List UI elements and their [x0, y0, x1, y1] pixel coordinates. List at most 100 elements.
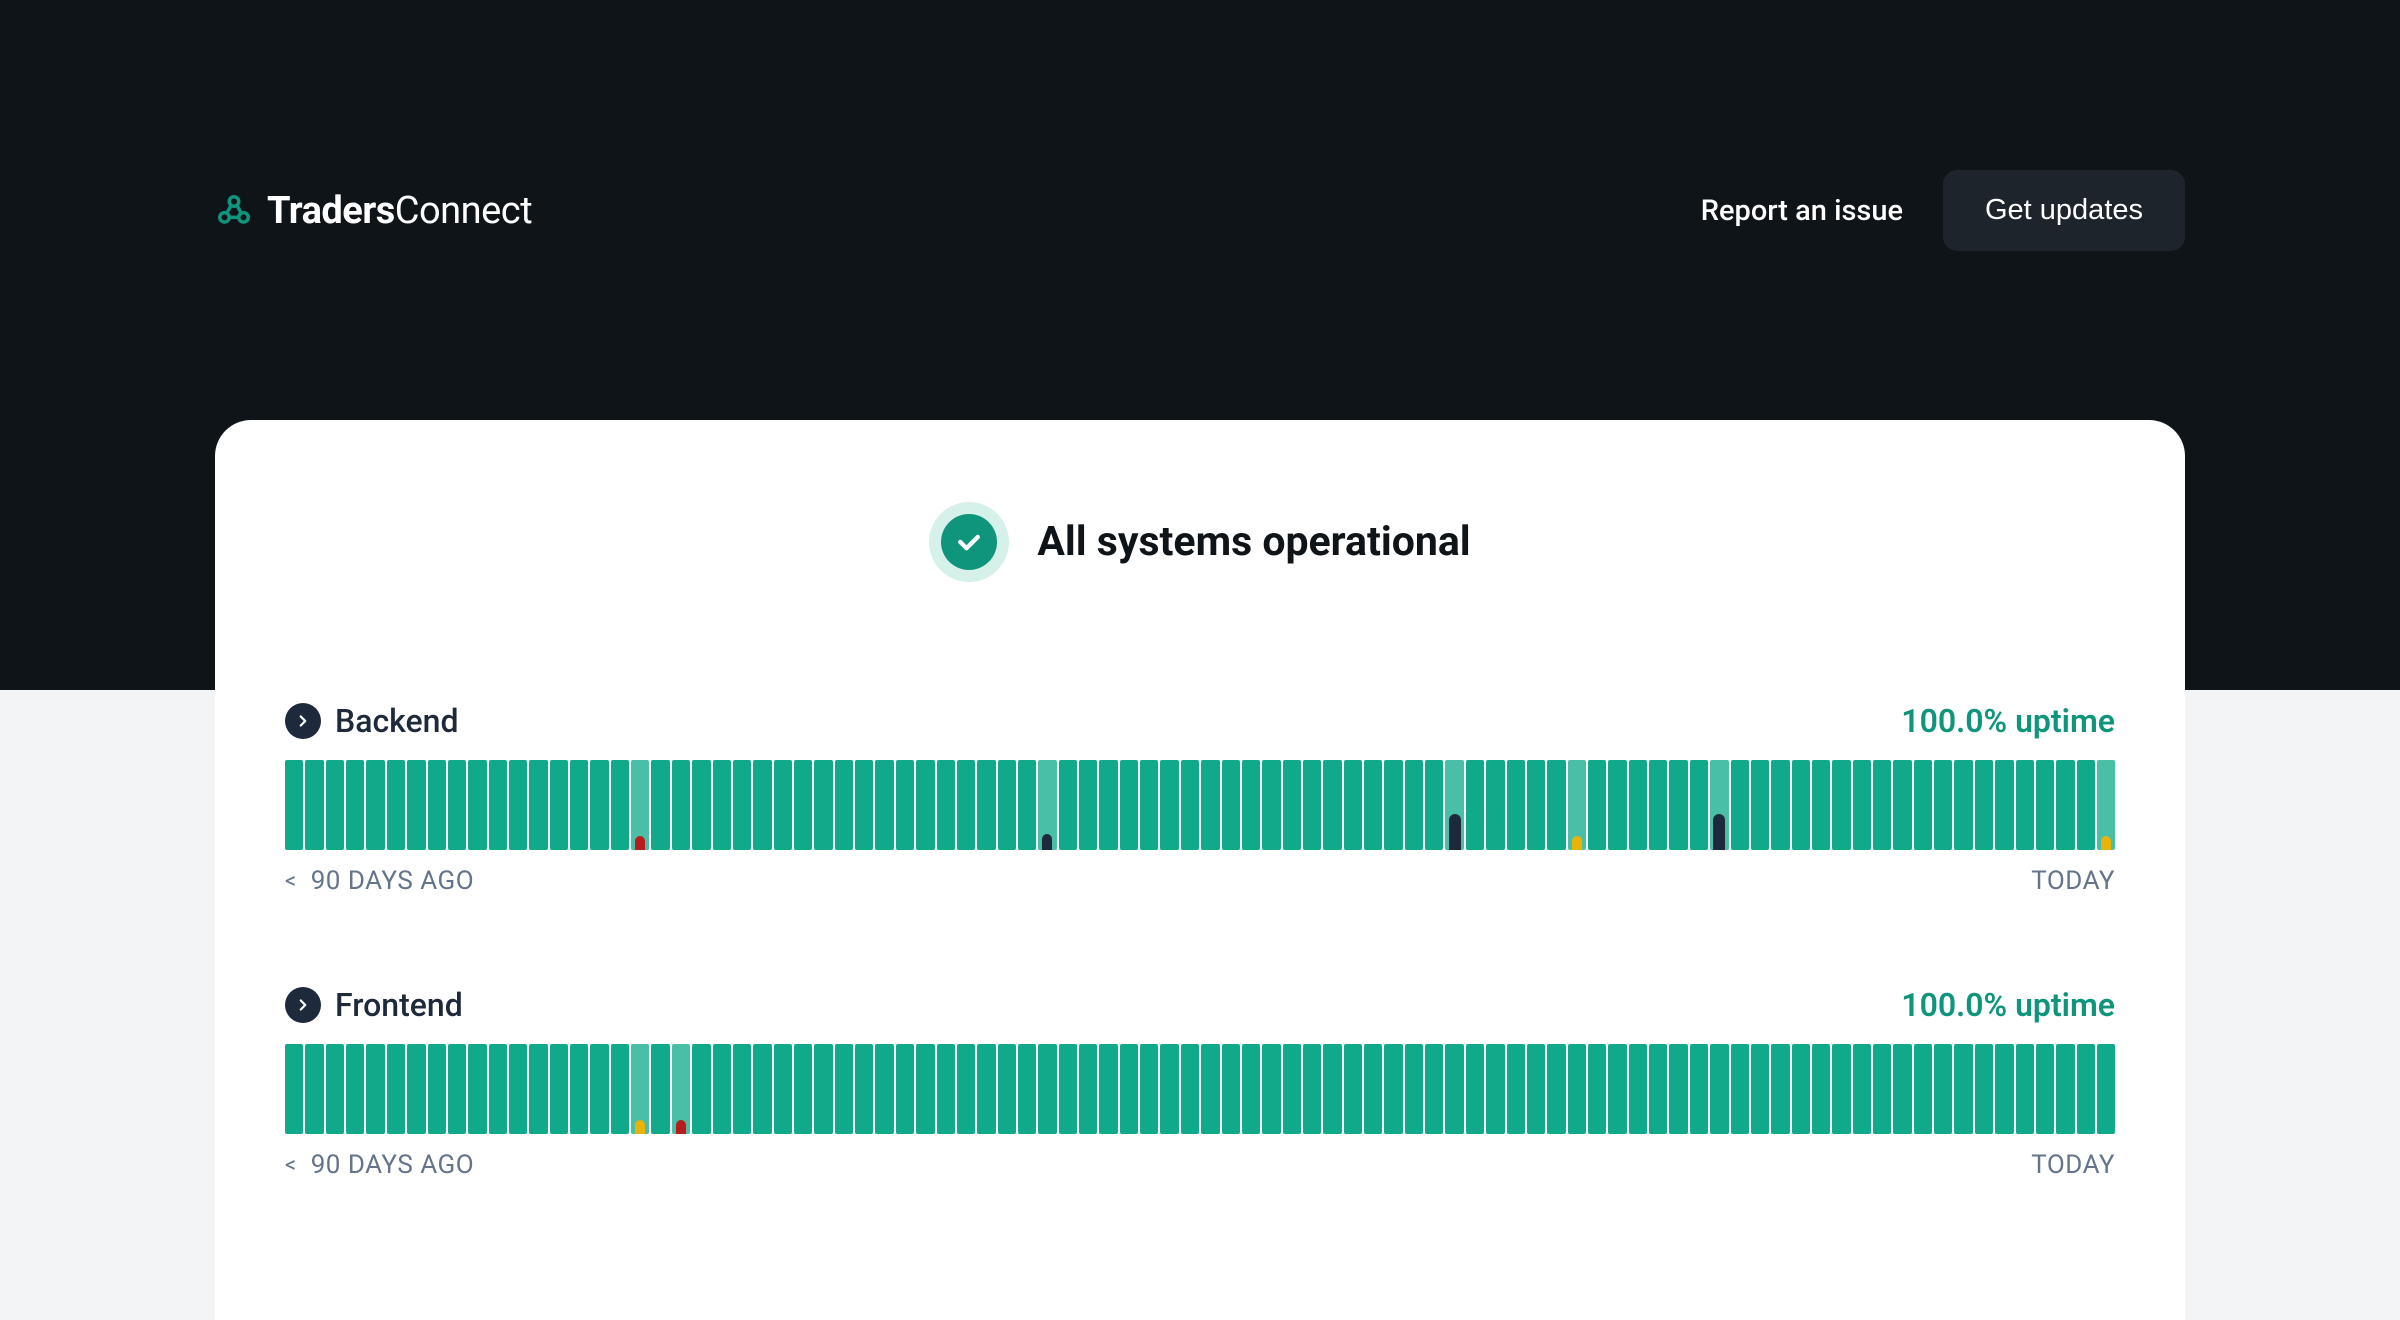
day-tick[interactable]: [672, 760, 690, 850]
day-tick[interactable]: [1832, 1044, 1850, 1134]
day-tick[interactable]: [428, 760, 446, 850]
day-tick[interactable]: [1507, 760, 1525, 850]
day-tick[interactable]: [1466, 1044, 1484, 1134]
day-tick[interactable]: [1588, 760, 1606, 850]
day-tick[interactable]: [733, 760, 751, 850]
day-tick[interactable]: [1425, 1044, 1443, 1134]
day-tick[interactable]: [2097, 1044, 2115, 1134]
expand-button[interactable]: [285, 703, 321, 739]
day-tick[interactable]: [570, 760, 588, 850]
day-tick[interactable]: [1792, 1044, 1810, 1134]
day-tick[interactable]: [1120, 760, 1138, 850]
day-tick[interactable]: [1222, 760, 1240, 850]
day-tick[interactable]: [1873, 760, 1891, 850]
day-tick[interactable]: [407, 760, 425, 850]
day-tick[interactable]: [489, 1044, 507, 1134]
day-tick[interactable]: [855, 760, 873, 850]
day-tick[interactable]: [1995, 1044, 2013, 1134]
day-tick[interactable]: [814, 1044, 832, 1134]
day-tick[interactable]: [1914, 1044, 1932, 1134]
day-tick[interactable]: [285, 760, 303, 850]
day-tick[interactable]: [1832, 760, 1850, 850]
day-tick[interactable]: [957, 760, 975, 850]
day-tick[interactable]: [835, 760, 853, 850]
day-tick[interactable]: [631, 1044, 649, 1134]
day-tick[interactable]: [611, 760, 629, 850]
day-tick[interactable]: [1873, 1044, 1891, 1134]
day-tick[interactable]: [2056, 1044, 2074, 1134]
day-tick[interactable]: [2097, 760, 2115, 850]
day-tick[interactable]: [1303, 760, 1321, 850]
day-tick[interactable]: [1201, 1044, 1219, 1134]
day-tick[interactable]: [448, 1044, 466, 1134]
day-tick[interactable]: [1079, 1044, 1097, 1134]
day-tick[interactable]: [326, 760, 344, 850]
day-tick[interactable]: [489, 760, 507, 850]
day-tick[interactable]: [387, 760, 405, 850]
day-tick[interactable]: [346, 1044, 364, 1134]
day-tick[interactable]: [1893, 1044, 1911, 1134]
day-tick[interactable]: [1018, 760, 1036, 850]
day-tick[interactable]: [1160, 760, 1178, 850]
day-tick[interactable]: [1160, 1044, 1178, 1134]
day-tick[interactable]: [1853, 760, 1871, 850]
day-tick[interactable]: [1527, 1044, 1545, 1134]
day-tick[interactable]: [550, 760, 568, 850]
brand[interactable]: TradersConnect: [215, 189, 532, 233]
day-tick[interactable]: [1771, 1044, 1789, 1134]
day-tick[interactable]: [875, 1044, 893, 1134]
day-tick[interactable]: [1751, 760, 1769, 850]
day-tick[interactable]: [1323, 760, 1341, 850]
day-tick[interactable]: [1710, 1044, 1728, 1134]
day-tick[interactable]: [1242, 1044, 1260, 1134]
day-tick[interactable]: [2056, 760, 2074, 850]
day-tick[interactable]: [692, 1044, 710, 1134]
day-tick[interactable]: [1038, 760, 1056, 850]
expand-button[interactable]: [285, 987, 321, 1023]
day-tick[interactable]: [1690, 1044, 1708, 1134]
day-tick[interactable]: [366, 760, 384, 850]
day-tick[interactable]: [2036, 1044, 2054, 1134]
day-tick[interactable]: [1792, 760, 1810, 850]
day-tick[interactable]: [305, 1044, 323, 1134]
day-tick[interactable]: [468, 760, 486, 850]
day-tick[interactable]: [1242, 760, 1260, 850]
day-tick[interactable]: [794, 1044, 812, 1134]
day-tick[interactable]: [590, 1044, 608, 1134]
day-tick[interactable]: [1344, 1044, 1362, 1134]
day-tick[interactable]: [896, 1044, 914, 1134]
day-tick[interactable]: [855, 1044, 873, 1134]
day-tick[interactable]: [550, 1044, 568, 1134]
day-tick[interactable]: [1608, 760, 1626, 850]
day-tick[interactable]: [1975, 1044, 1993, 1134]
day-tick[interactable]: [1954, 1044, 1972, 1134]
day-tick[interactable]: [509, 760, 527, 850]
day-tick[interactable]: [651, 760, 669, 850]
day-tick[interactable]: [672, 1044, 690, 1134]
day-tick[interactable]: [2036, 760, 2054, 850]
day-tick[interactable]: [1099, 760, 1117, 850]
day-tick[interactable]: [957, 1044, 975, 1134]
day-tick[interactable]: [1934, 1044, 1952, 1134]
report-issue-link[interactable]: Report an issue: [1701, 194, 1903, 228]
day-tick[interactable]: [1384, 760, 1402, 850]
day-tick[interactable]: [570, 1044, 588, 1134]
day-tick[interactable]: [1812, 760, 1830, 850]
day-tick[interactable]: [1547, 1044, 1565, 1134]
day-tick[interactable]: [1323, 1044, 1341, 1134]
day-tick[interactable]: [2077, 1044, 2095, 1134]
day-tick[interactable]: [733, 1044, 751, 1134]
day-tick[interactable]: [937, 1044, 955, 1134]
day-tick[interactable]: [631, 760, 649, 850]
day-tick[interactable]: [916, 760, 934, 850]
day-tick[interactable]: [1669, 1044, 1687, 1134]
day-tick[interactable]: [1975, 760, 1993, 850]
day-tick[interactable]: [1018, 1044, 1036, 1134]
day-tick[interactable]: [1099, 1044, 1117, 1134]
day-tick[interactable]: [2077, 760, 2095, 850]
day-tick[interactable]: [713, 760, 731, 850]
day-tick[interactable]: [1425, 760, 1443, 850]
day-tick[interactable]: [1669, 760, 1687, 850]
day-tick[interactable]: [713, 1044, 731, 1134]
day-tick[interactable]: [1751, 1044, 1769, 1134]
